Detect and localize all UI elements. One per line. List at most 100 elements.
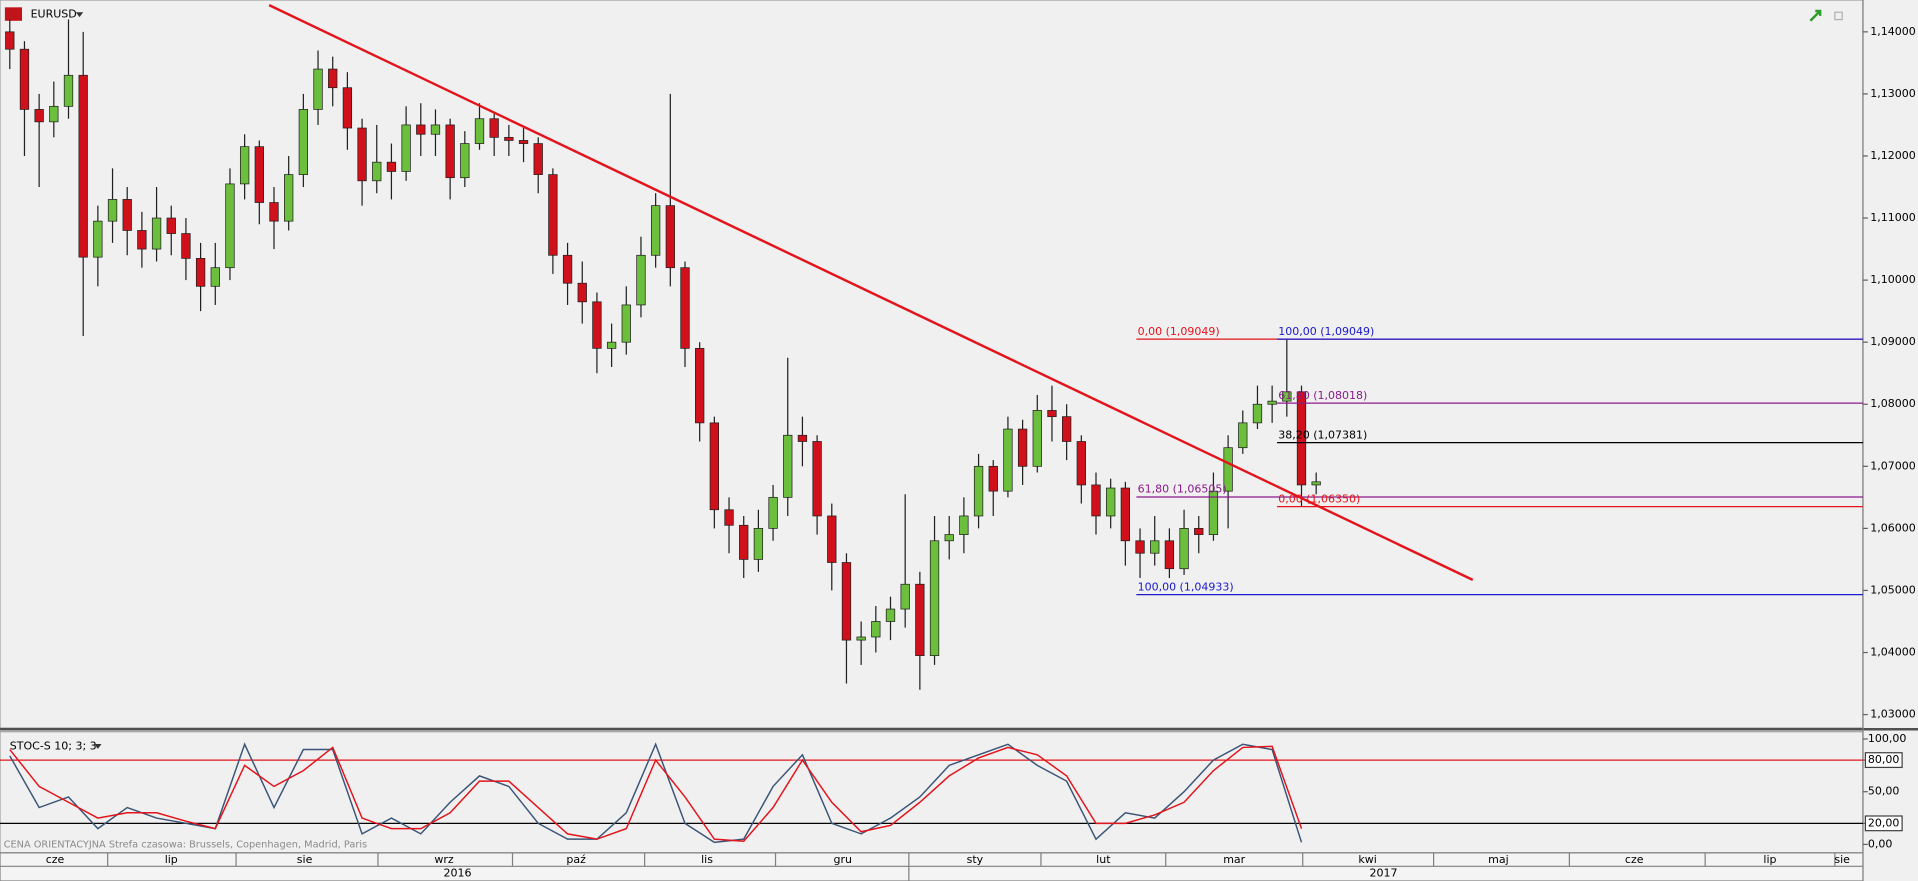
fx-icon[interactable] xyxy=(4,7,23,21)
month-label: kwi xyxy=(1358,853,1376,866)
month-label: mar xyxy=(1223,853,1245,866)
candle-body xyxy=(166,217,176,234)
candle-body xyxy=(900,583,910,610)
candle-body xyxy=(636,254,646,306)
fibonacci-label: 100,00 (1,04933) xyxy=(1138,580,1234,593)
y-tick-label: 1,09000 xyxy=(1870,335,1915,348)
y-tick-label: 1,08000 xyxy=(1870,397,1915,410)
candle-body xyxy=(284,174,294,222)
y-tick-label: 1,14000 xyxy=(1870,25,1915,38)
level-label-box xyxy=(1864,752,1903,769)
candle-body xyxy=(885,608,896,622)
candle-body xyxy=(915,583,925,656)
month-label: lip xyxy=(165,853,178,866)
month-label: paź xyxy=(566,853,586,866)
candle-body xyxy=(841,562,852,641)
candle-body xyxy=(1311,481,1321,486)
stochastic-line xyxy=(9,745,1303,843)
candle-body xyxy=(1120,487,1131,542)
month-label: lip xyxy=(1763,853,1776,866)
y-tick-label: 1,06000 xyxy=(1870,521,1915,534)
symbol-dropdown[interactable] xyxy=(75,12,84,18)
candle-body xyxy=(606,341,617,349)
candle-body xyxy=(621,304,631,343)
candle-body xyxy=(49,105,59,123)
candle-body xyxy=(533,143,543,175)
candle-body xyxy=(225,183,235,269)
candle-body xyxy=(313,68,323,110)
candle-body xyxy=(1194,528,1204,535)
y-tick-label: 1,11000 xyxy=(1870,211,1915,224)
y-tick-label: 1,04000 xyxy=(1870,646,1915,659)
candle-body xyxy=(695,348,705,424)
y-tick-label: 50,00 xyxy=(1868,785,1899,798)
candle-body xyxy=(827,515,837,563)
candle-body xyxy=(254,146,264,203)
candle-body xyxy=(1208,490,1219,535)
candle-body xyxy=(430,124,441,135)
candle-body xyxy=(489,118,499,138)
candle-body xyxy=(1032,410,1042,467)
candle-body xyxy=(577,282,587,303)
candle-body xyxy=(474,118,485,144)
candle-body xyxy=(298,109,309,175)
candle-body xyxy=(151,217,162,250)
candle-body xyxy=(1003,428,1013,492)
candle-body xyxy=(504,136,514,141)
indicator-label[interactable]: STOC-S 10; 3; 3 xyxy=(10,739,97,752)
year-label: 2017 xyxy=(1369,867,1397,880)
candle-body xyxy=(929,540,940,656)
candle-body xyxy=(107,199,118,222)
fibonacci-label: 61,80 (1,08018) xyxy=(1278,389,1367,402)
window-icon[interactable] xyxy=(1834,11,1843,21)
autoscroll-icon[interactable] xyxy=(1809,9,1822,22)
candle-body xyxy=(518,140,529,144)
candle-body xyxy=(1047,410,1057,418)
y-tick-label: 1,10000 xyxy=(1870,273,1915,286)
month-label: cze xyxy=(46,853,65,866)
month-label: sty xyxy=(967,853,984,866)
candle-body xyxy=(959,515,969,535)
candle-body xyxy=(342,87,353,129)
y-tick-label: 1,07000 xyxy=(1870,459,1915,472)
candle-body xyxy=(137,230,147,250)
month-label: lis xyxy=(701,853,713,866)
candle-body xyxy=(1282,391,1292,402)
candle-body xyxy=(1179,528,1189,570)
candle-body xyxy=(401,124,411,172)
candle-body xyxy=(1223,447,1233,492)
candle-body xyxy=(680,267,690,349)
candle-body xyxy=(812,441,822,517)
candle-body xyxy=(768,496,778,529)
trend-line xyxy=(268,4,1474,581)
candle-body xyxy=(988,465,998,492)
candle-body xyxy=(709,422,720,511)
candle-body xyxy=(181,233,191,259)
candle-body xyxy=(724,509,734,526)
y-tick-label: 100,00 xyxy=(1868,732,1906,745)
symbol-label[interactable]: EURUSD xyxy=(31,8,77,21)
month-label: cze xyxy=(1625,853,1644,866)
y-tick-label: 1,12000 xyxy=(1870,149,1915,162)
candle-body xyxy=(63,74,74,107)
fibonacci-label: 0,00 (1,06350) xyxy=(1278,492,1360,505)
candle-body xyxy=(357,127,367,182)
month-label: wrz xyxy=(434,853,454,866)
candle-body xyxy=(445,124,455,179)
month-label: sie xyxy=(1834,853,1850,866)
candle-body xyxy=(239,146,250,185)
year-label: 2016 xyxy=(443,867,471,880)
candle-body xyxy=(856,636,866,641)
candle-body xyxy=(1296,391,1307,486)
candle-body xyxy=(1252,403,1263,424)
fibonacci-label: 38,20 (1,07381) xyxy=(1278,428,1367,441)
fibonacci-label: 61,80 (1,06505) xyxy=(1138,483,1227,496)
indicator-dropdown[interactable] xyxy=(94,743,102,749)
candle-body xyxy=(1061,416,1072,442)
candle-body xyxy=(1267,400,1277,405)
y-tick-label: 20,00 xyxy=(1868,816,1899,829)
fibonacci-label: 100,00 (1,09049) xyxy=(1278,325,1374,338)
candle-body xyxy=(122,199,132,231)
candle-body xyxy=(460,143,470,179)
level-label-box xyxy=(1864,815,1903,832)
